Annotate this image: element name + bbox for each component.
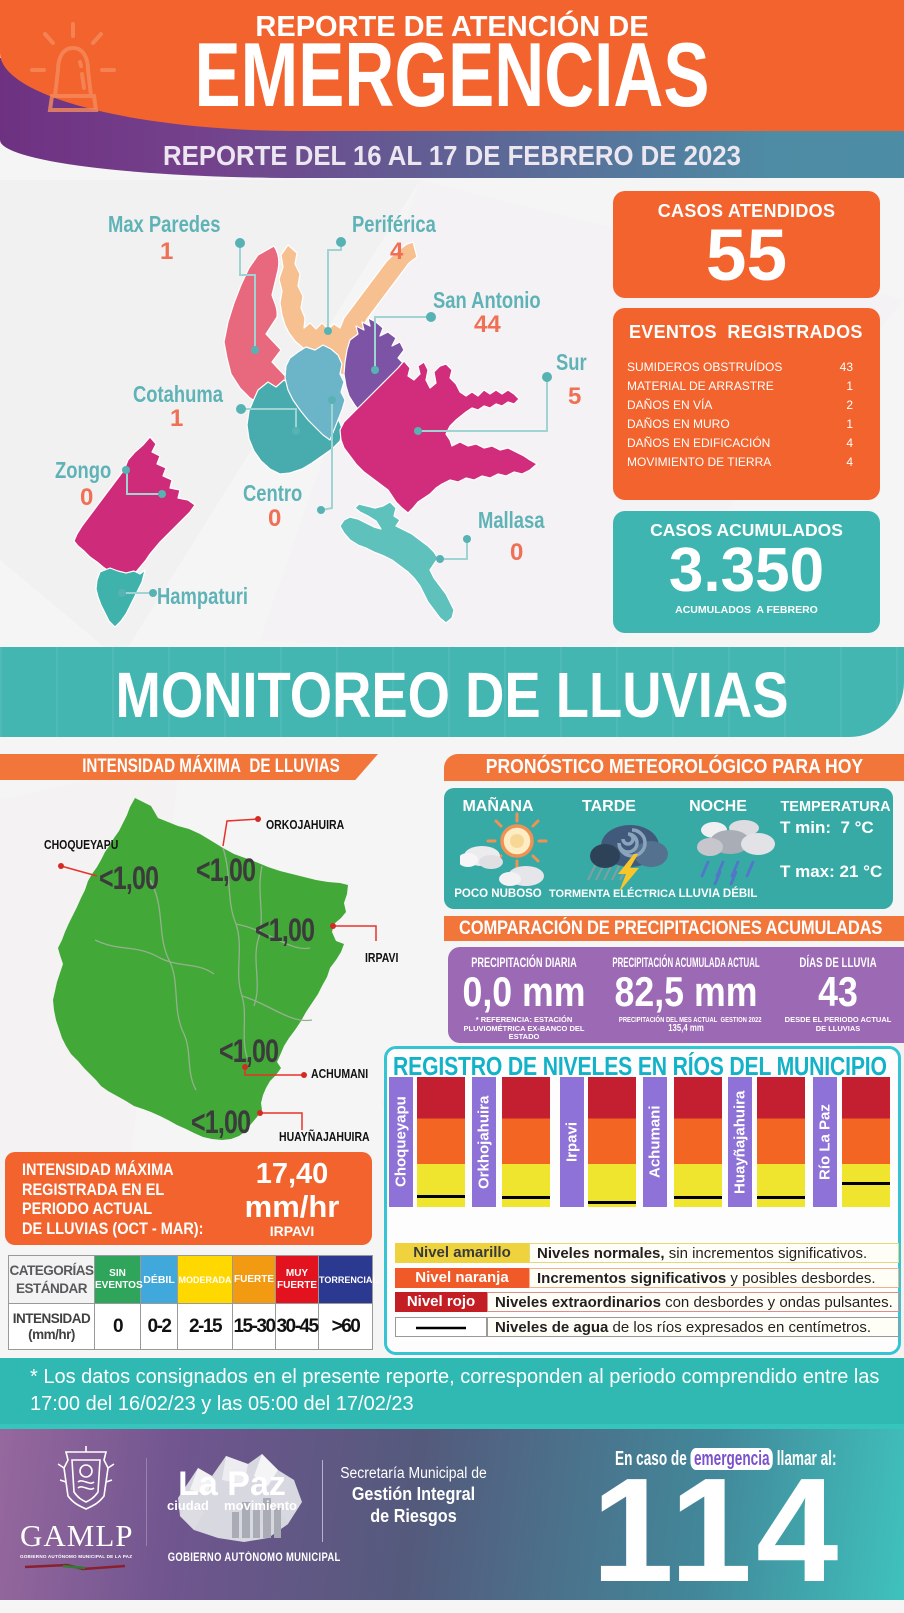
svg-text:La Paz: La Paz [178,1465,286,1503]
svg-text:ciudadenmovimiento: ciudadenmovimiento [167,1498,297,1513]
